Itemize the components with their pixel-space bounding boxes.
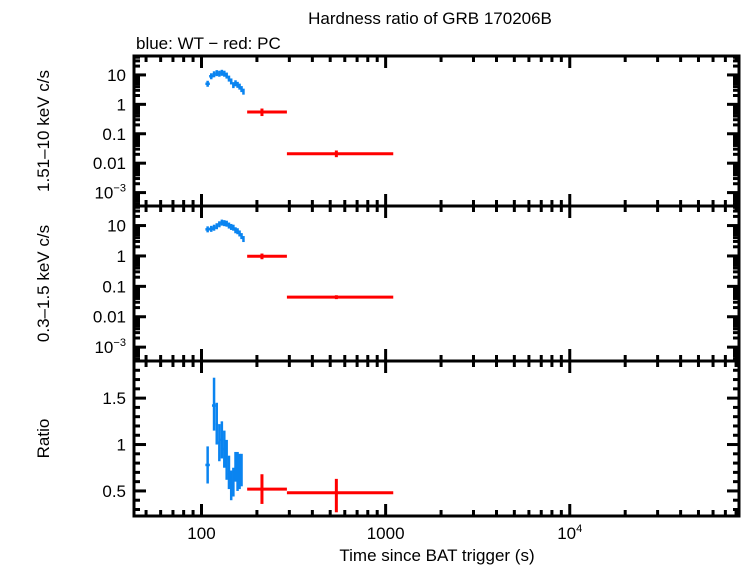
panel-frame-hard-band: [132, 54, 741, 208]
y-tick-label: 1.5: [102, 389, 126, 408]
y-tick-label: 1: [117, 247, 126, 266]
y-tick-label: 0.1: [102, 277, 126, 296]
y-axis-label-ratio: Ratio: [34, 419, 53, 459]
y-tick-label: 10: [107, 217, 126, 236]
panel-frame-ratio: [132, 359, 741, 518]
y-tick-label: 1: [117, 95, 126, 114]
x-tick-label: 104: [557, 523, 582, 543]
y-tick-label: 0.01: [93, 308, 126, 327]
y-axis-label-hard-band: 1.51–10 keV c/s: [34, 70, 53, 192]
y-tick-label: 10: [107, 66, 126, 85]
y-tick-label: 10−3: [94, 183, 126, 203]
y-tick-label: 0.5: [102, 482, 126, 501]
y-tick-label: 1: [117, 436, 126, 455]
y-tick-label: 10−3: [94, 337, 126, 357]
y-axis-label-soft-band: 0.3–1.5 keV c/s: [34, 225, 53, 342]
x-tick-label: 100: [187, 524, 215, 543]
plot-layer: 10 1 0.1 0.01 10−3 1.51–10 keV c/s 10 1 0.1 0.01 1…: [34, 54, 741, 543]
y-tick-label: 0.1: [102, 125, 126, 144]
chart-title: Hardness ratio of GRB 170206B: [308, 9, 552, 28]
x-axis-label: Time since BAT trigger (s): [339, 546, 534, 565]
x-tick-label: 1000: [367, 524, 405, 543]
chart-subtitle: blue: WT − red: PC: [136, 34, 281, 53]
y-tick-label: 0.01: [93, 154, 126, 173]
panel-frame-soft-band: [132, 204, 741, 363]
